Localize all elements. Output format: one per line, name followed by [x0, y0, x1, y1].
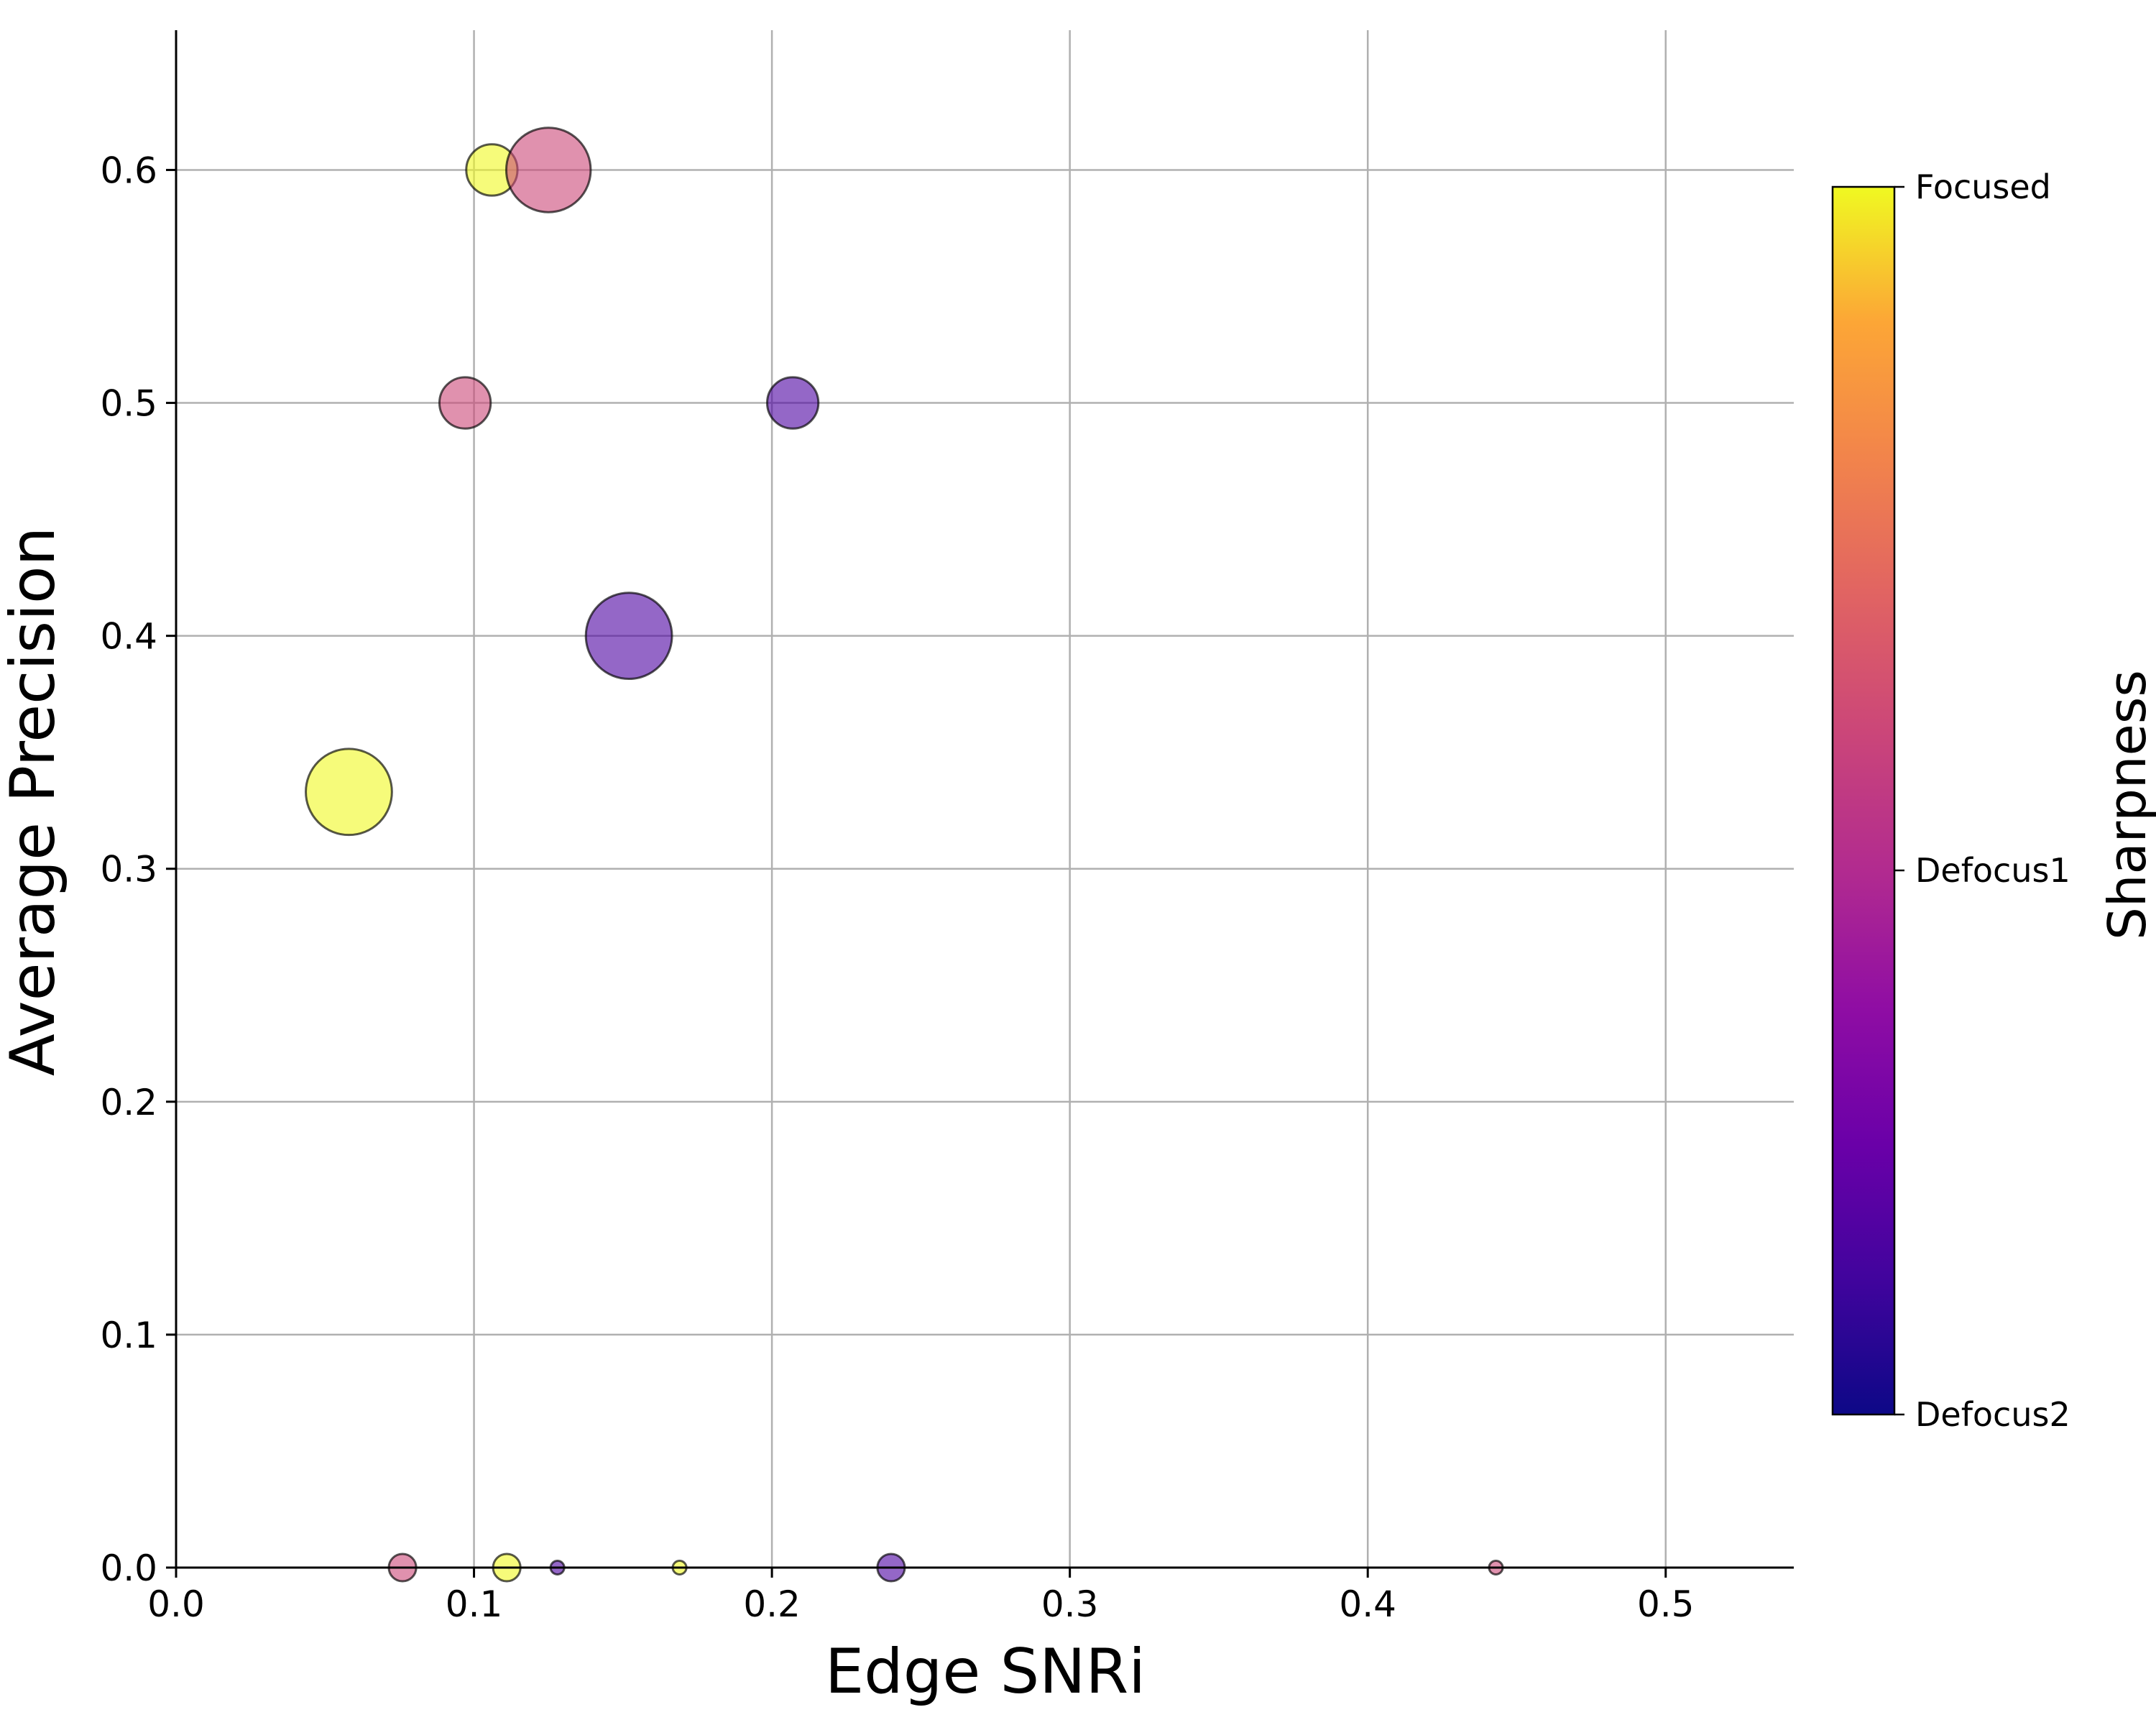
axes	[166, 30, 1794, 1578]
y-tick-label: 0.3	[100, 849, 157, 891]
x-axis-title: Edge SNRi	[825, 1636, 1146, 1708]
y-tick-label: 0.5	[100, 383, 157, 425]
y-tick-label: 0.4	[100, 616, 157, 658]
y-tick-label: 0.6	[100, 150, 157, 191]
colorbar-label-defocus2: Defocus2	[1915, 1395, 2070, 1434]
x-tick-label: 0.5	[1637, 1583, 1695, 1625]
colorbar-gradient	[1831, 185, 1896, 1416]
colorbar-label-focused: Focused	[1915, 167, 2051, 206]
x-tick-label: 0.2	[743, 1583, 801, 1625]
colorbar-title: Sharpness	[2097, 670, 2156, 940]
data-point	[305, 748, 393, 837]
x-tick-label: 0.4	[1339, 1583, 1396, 1625]
data-point	[505, 126, 592, 213]
x-tick-label: 0.1	[446, 1583, 503, 1625]
y-axis-title: Average Precision	[0, 527, 69, 1076]
colorbar: Focused Defocus1 Defocus2 Sharpness	[1831, 167, 2156, 1434]
grid-lines	[176, 30, 1794, 1568]
tick-labels: 0.0 0.1 0.2 0.3 0.4 0.5 0.0 0.1 0.2 0.3 0.4 0.5 0.6	[100, 150, 1694, 1625]
data-points	[305, 126, 1504, 1583]
x-tick-label: 0.3	[1041, 1583, 1099, 1625]
colorbar-label-defocus1: Defocus1	[1915, 851, 2070, 890]
data-point	[765, 376, 820, 430]
data-point	[438, 376, 492, 430]
y-tick-label: 0.2	[100, 1082, 157, 1123]
data-point	[584, 592, 673, 681]
y-tick-label: 0.0	[100, 1547, 157, 1589]
y-tick-label: 0.1	[100, 1315, 157, 1356]
x-tick-label: 0.0	[147, 1583, 205, 1625]
